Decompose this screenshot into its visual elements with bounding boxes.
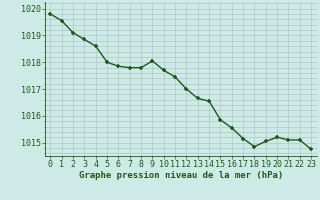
X-axis label: Graphe pression niveau de la mer (hPa): Graphe pression niveau de la mer (hPa) [79, 171, 283, 180]
